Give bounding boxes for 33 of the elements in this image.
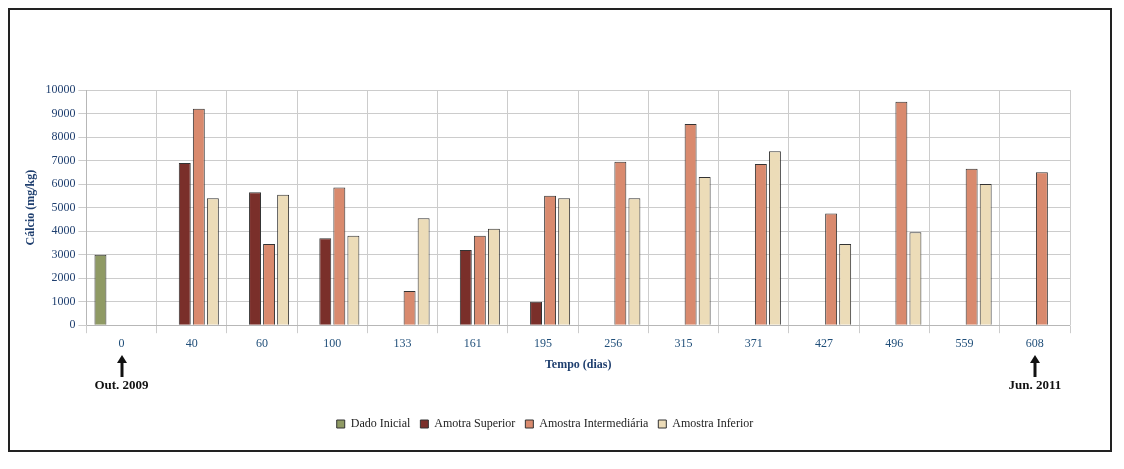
x-tick-label: 608 — [1025, 335, 1044, 350]
legend-label: Amostra Intermediária — [539, 416, 649, 431]
y-tick-label: 8000 — [51, 129, 76, 144]
y-tick-label: 10000 — [45, 82, 76, 97]
legend-label: Dado Inicial — [350, 416, 412, 431]
y-tick-label: 3000 — [51, 246, 76, 261]
text: Out. 2009 — [93, 377, 150, 394]
x-tick-label: 40 — [185, 335, 198, 350]
x-tick-label: 256 — [604, 335, 623, 350]
y-tick-label: 4000 — [51, 223, 76, 238]
y-tick-label: 5000 — [51, 199, 76, 214]
x-tick-label: 371 — [744, 335, 763, 350]
x-tick-label: 60 — [256, 335, 269, 350]
y-tick-label: 6000 — [51, 176, 76, 191]
y-tick-label: 9000 — [51, 105, 76, 120]
y-tick-label: 2000 — [51, 270, 76, 285]
y-tick-label: 7000 — [51, 152, 76, 167]
text: Jun. 2011 — [1007, 377, 1063, 394]
x-axis-title: Tempo (dias) — [544, 356, 612, 371]
x-tick-label: 161 — [463, 335, 482, 350]
y-tick-label: 1000 — [51, 293, 76, 308]
x-tick-label: 496 — [885, 335, 904, 350]
legend-label: Amotra Superior — [434, 416, 516, 431]
x-tick-label: 427 — [815, 335, 834, 350]
y-tick-label: 0 — [69, 317, 76, 332]
x-tick-label: 315 — [674, 335, 693, 350]
x-tick-label: 100 — [323, 335, 342, 350]
y-axis-title: Cálcio (mg/kg) — [23, 169, 38, 246]
x-tick-label: 133 — [393, 335, 412, 350]
x-tick-label: 0 — [118, 335, 125, 350]
x-tick-label: 559 — [955, 335, 974, 350]
x-tick-label: 195 — [534, 335, 553, 350]
legend-label: Amostra Inferior — [672, 416, 754, 431]
